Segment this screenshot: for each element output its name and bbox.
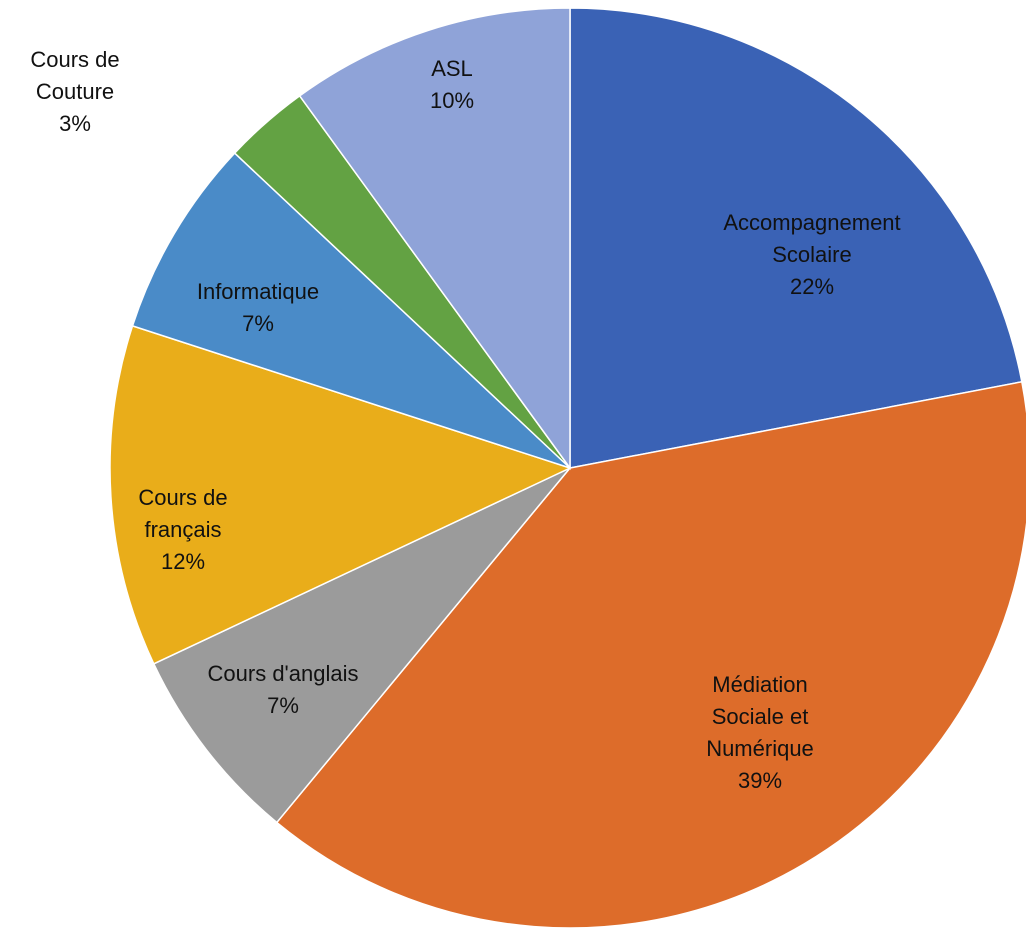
percent-label: 10% — [429, 88, 475, 113]
category-name: Informatique — [196, 279, 320, 304]
slice-label: Cours de Couture 3% — [10, 44, 140, 140]
percent-label: 3% — [59, 111, 91, 136]
category-name: Cours de Couture — [30, 47, 120, 104]
percent-label: 39% — [737, 768, 783, 793]
slice-label: Informatique 7% — [158, 276, 358, 340]
pie-slice — [152, 467, 571, 824]
pie-slice — [131, 152, 571, 469]
category-name: ASL — [431, 56, 473, 81]
category-name: Accompagnement Scolaire — [723, 210, 901, 267]
pie-slice — [275, 380, 1026, 929]
percent-label: 7% — [267, 693, 299, 718]
pie-slice — [298, 7, 571, 471]
category-name: Cours d'anglais — [207, 661, 359, 686]
slice-label: Médiation Sociale et Numérique 39% — [685, 669, 835, 797]
slice-label: Accompagnement Scolaire 22% — [712, 207, 912, 303]
pie-slice — [109, 324, 573, 665]
category-name: Cours de français — [138, 485, 228, 542]
category-name: Médiation Sociale et Numérique — [706, 672, 814, 761]
percent-label: 22% — [789, 274, 835, 299]
slice-label: Cours de français 12% — [118, 482, 248, 578]
percent-label: 12% — [160, 549, 206, 574]
percent-label: 7% — [242, 311, 274, 336]
slice-label: Cours d'anglais 7% — [163, 658, 403, 722]
slice-label: ASL 10% — [402, 53, 502, 117]
pie-slice — [569, 7, 1023, 469]
